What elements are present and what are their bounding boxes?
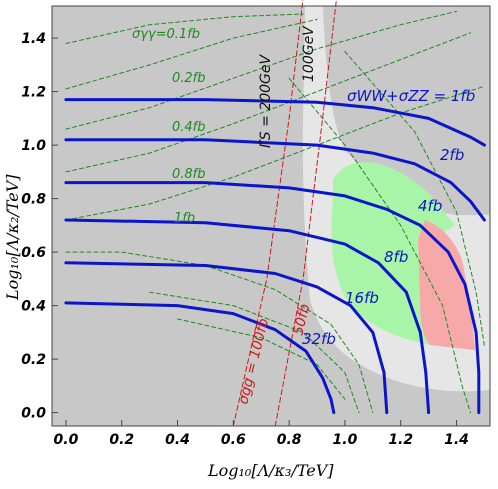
label-green-08fb: 0.8fb bbox=[172, 167, 206, 182]
x-tick-label: 0.4 bbox=[165, 432, 190, 448]
green-region bbox=[331, 162, 455, 345]
x-tick-label: 1.4 bbox=[444, 432, 469, 448]
label-width-200gev: ΓS = 200GeV bbox=[258, 53, 274, 148]
y-tick-label: 0.6 bbox=[21, 245, 46, 261]
x-axis-label: Log₁₀[Λ/κ₃/TeV] bbox=[207, 461, 334, 480]
green-contour-0 bbox=[65, 13, 304, 44]
green-contour-7 bbox=[288, 77, 471, 414]
label-width-100gev: 100GeV bbox=[301, 25, 317, 82]
pink-region bbox=[418, 220, 475, 350]
green-contour-4 bbox=[65, 85, 485, 221]
label-red-50fb: 50fb bbox=[290, 302, 313, 337]
x-tick-label: 1.2 bbox=[388, 432, 413, 448]
y-tick-label: 1.0 bbox=[21, 138, 46, 154]
label-green-1fb: 1fb bbox=[174, 211, 195, 226]
label-green-04fb: 0.4fb bbox=[172, 120, 206, 135]
red-line-1 bbox=[274, 0, 337, 427]
green-contour-8 bbox=[344, 51, 485, 347]
region-layer bbox=[52, 6, 490, 426]
blue-contour-5 bbox=[64, 301, 336, 415]
green-contour-2 bbox=[65, 10, 457, 130]
y-axis-label: Log₁₀[Λ/κ₂/TeV] bbox=[3, 174, 22, 301]
green-contours bbox=[65, 10, 485, 414]
label-blue-4fb: 4fb bbox=[418, 197, 442, 215]
x-tick-label: 1.0 bbox=[333, 432, 358, 448]
blue-contour-1 bbox=[64, 138, 486, 222]
y-tick-label: 1.4 bbox=[21, 31, 46, 47]
y-tick-label: 0.2 bbox=[21, 352, 46, 368]
blue-contour-3 bbox=[64, 218, 431, 415]
x-ticks: 0.0 0.2 0.4 0.6 0.8 1.0 1.2 1.4 bbox=[54, 420, 469, 448]
blue-contours bbox=[64, 98, 486, 415]
label-green-01fb: σγγ=0.1fb bbox=[132, 27, 200, 42]
x-tick-label: 0.6 bbox=[221, 432, 246, 448]
blue-contour-0 bbox=[64, 98, 486, 147]
green-contour-5 bbox=[65, 251, 374, 414]
red-line-0 bbox=[232, 0, 304, 427]
label-green-02fb: 0.2fb bbox=[172, 71, 206, 86]
blue-contour-2 bbox=[64, 181, 481, 415]
x-tick-label: 0.0 bbox=[54, 432, 79, 448]
blue-contour-4 bbox=[64, 261, 389, 415]
y-tick-label: 0.4 bbox=[21, 299, 46, 315]
green-contour-1 bbox=[65, 18, 318, 90]
label-blue-16fb: 16fb bbox=[345, 289, 379, 307]
y-ticks: 0.0 0.2 0.4 0.6 0.8 1.0 1.2 1.4 bbox=[21, 31, 58, 422]
label-blue-32fb: 32fb bbox=[302, 330, 336, 348]
green-contour-6 bbox=[149, 291, 360, 414]
y-tick-label: 1.2 bbox=[21, 85, 46, 101]
green-contour-3 bbox=[65, 32, 471, 173]
label-blue-1fb: σWW+σZZ = 1fb bbox=[347, 87, 475, 105]
plot-frame bbox=[51, 5, 491, 427]
green-contour-9 bbox=[177, 318, 346, 400]
x-tick-label: 0.8 bbox=[277, 432, 302, 448]
y-tick-label: 0.0 bbox=[21, 406, 46, 422]
x-tick-label: 0.2 bbox=[109, 432, 134, 448]
label-blue-8fb: 8fb bbox=[384, 248, 408, 266]
y-tick-label: 0.8 bbox=[21, 192, 46, 208]
red-lines bbox=[232, 0, 337, 427]
label-blue-2fb: 2fb bbox=[440, 146, 464, 164]
